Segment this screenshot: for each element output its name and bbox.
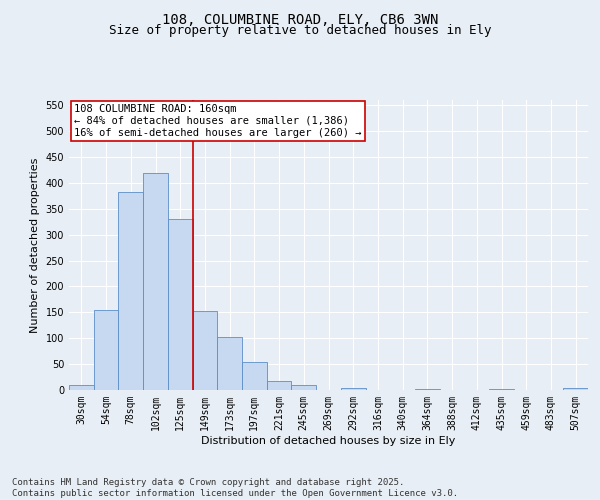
Text: 108, COLUMBINE ROAD, ELY, CB6 3WN: 108, COLUMBINE ROAD, ELY, CB6 3WN <box>162 12 438 26</box>
Bar <box>242 362 267 390</box>
Bar <box>415 389 440 390</box>
Bar <box>217 337 242 390</box>
Text: 108 COLUMBINE ROAD: 160sqm
← 84% of detached houses are smaller (1,386)
16% of s: 108 COLUMBINE ROAD: 160sqm ← 84% of deta… <box>74 104 362 138</box>
Bar <box>118 192 143 390</box>
X-axis label: Distribution of detached houses by size in Ely: Distribution of detached houses by size … <box>202 436 455 446</box>
Bar <box>489 389 514 390</box>
Bar <box>341 388 365 390</box>
Bar <box>563 388 588 390</box>
Bar <box>292 385 316 390</box>
Bar <box>94 310 118 390</box>
Text: Contains HM Land Registry data © Crown copyright and database right 2025.
Contai: Contains HM Land Registry data © Crown c… <box>12 478 458 498</box>
Bar <box>168 219 193 390</box>
Bar <box>143 172 168 390</box>
Bar <box>267 381 292 390</box>
Bar <box>69 385 94 390</box>
Text: Size of property relative to detached houses in Ely: Size of property relative to detached ho… <box>109 24 491 37</box>
Bar <box>193 311 217 390</box>
Y-axis label: Number of detached properties: Number of detached properties <box>30 158 40 332</box>
